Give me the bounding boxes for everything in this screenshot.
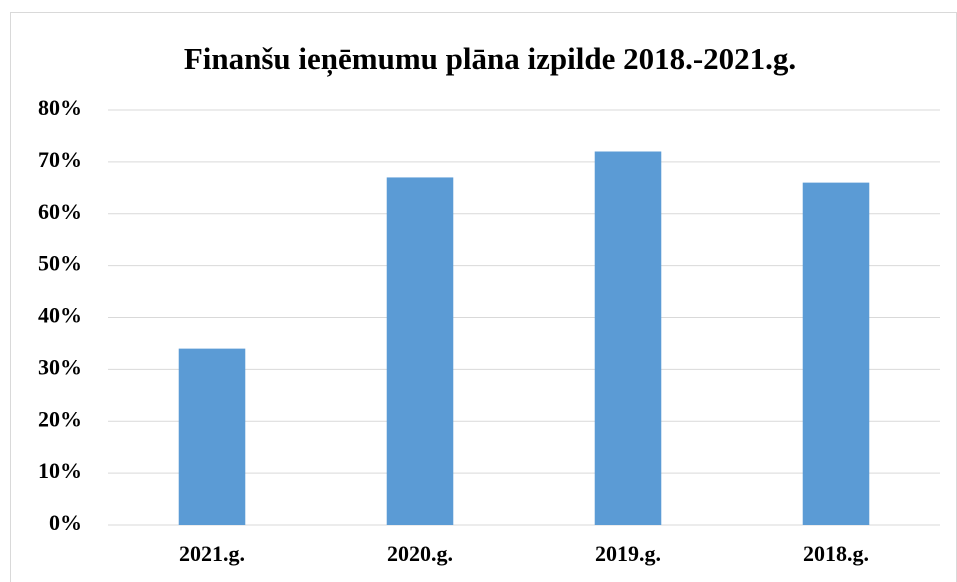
- y-tick-label: 50%: [38, 251, 82, 276]
- y-tick-label: 70%: [38, 147, 82, 172]
- chart-border: [10, 12, 957, 582]
- y-tick-label: 40%: [38, 303, 82, 328]
- y-tick-label: 20%: [38, 406, 82, 431]
- x-tick-label: 2019.g.: [595, 541, 661, 566]
- chart-title: Finanšu ieņēmumu plāna izpilde 2018.-202…: [184, 41, 796, 77]
- x-tick-label: 2018.g.: [803, 541, 869, 566]
- y-tick-label: 60%: [38, 199, 82, 224]
- bar: [802, 182, 870, 525]
- bar: [178, 348, 246, 525]
- y-tick-label: 80%: [38, 95, 82, 120]
- x-tick-label: 2020.g.: [387, 541, 453, 566]
- x-tick-label: 2021.g.: [179, 541, 245, 566]
- y-tick-label: 0%: [49, 510, 82, 535]
- bar: [594, 151, 662, 525]
- bar: [386, 177, 454, 525]
- y-tick-label: 30%: [38, 354, 82, 379]
- y-tick-label: 10%: [38, 458, 82, 483]
